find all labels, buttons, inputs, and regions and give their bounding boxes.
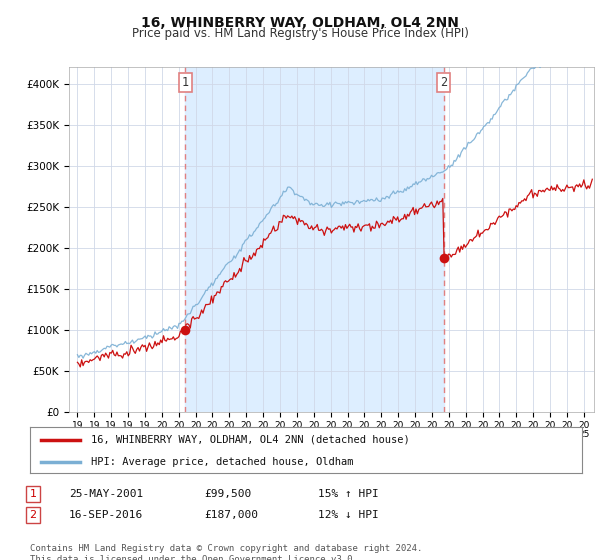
Text: 15% ↑ HPI: 15% ↑ HPI bbox=[318, 489, 379, 499]
Text: 1: 1 bbox=[29, 489, 37, 499]
Text: 16, WHINBERRY WAY, OLDHAM, OL4 2NN: 16, WHINBERRY WAY, OLDHAM, OL4 2NN bbox=[141, 16, 459, 30]
Text: 16-SEP-2016: 16-SEP-2016 bbox=[69, 510, 143, 520]
Text: HPI: Average price, detached house, Oldham: HPI: Average price, detached house, Oldh… bbox=[91, 457, 353, 466]
Text: £99,500: £99,500 bbox=[204, 489, 251, 499]
Text: 2: 2 bbox=[440, 76, 448, 89]
Text: Contains HM Land Registry data © Crown copyright and database right 2024.
This d: Contains HM Land Registry data © Crown c… bbox=[30, 544, 422, 560]
Text: 16, WHINBERRY WAY, OLDHAM, OL4 2NN (detached house): 16, WHINBERRY WAY, OLDHAM, OL4 2NN (deta… bbox=[91, 435, 409, 445]
Text: 2: 2 bbox=[29, 510, 37, 520]
Text: £187,000: £187,000 bbox=[204, 510, 258, 520]
Text: 1: 1 bbox=[182, 76, 189, 89]
Bar bbox=[185, 67, 444, 412]
Text: 12% ↓ HPI: 12% ↓ HPI bbox=[318, 510, 379, 520]
Text: 25-MAY-2001: 25-MAY-2001 bbox=[69, 489, 143, 499]
Text: Price paid vs. HM Land Registry's House Price Index (HPI): Price paid vs. HM Land Registry's House … bbox=[131, 27, 469, 40]
